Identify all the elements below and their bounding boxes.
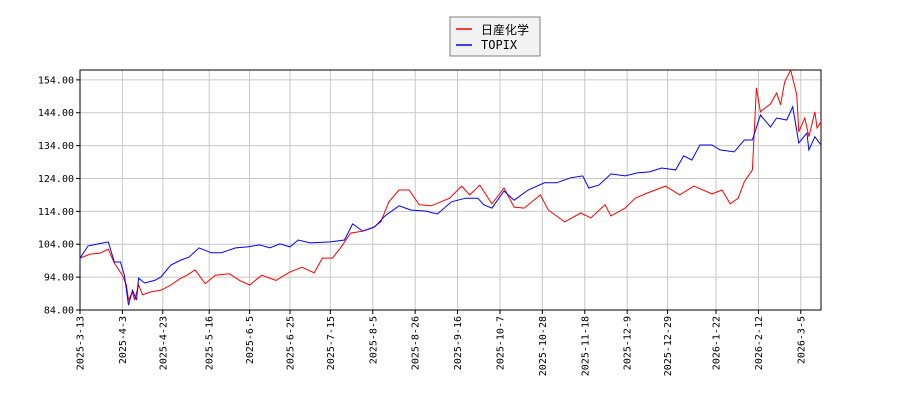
- x-tick-label: 2025-8-26: [411, 316, 422, 370]
- x-tick-label: 2025-6-5: [245, 316, 256, 364]
- x-axis: 2025-3-13 2025-4-3 2025-4-23 2025-5-16 2025-…: [76, 310, 807, 376]
- x-tick-label: 2026-2-12: [754, 316, 765, 370]
- legend-box: [449, 16, 541, 57]
- x-tick-label: 2025-8-5: [368, 316, 379, 364]
- grid: [79, 70, 821, 311]
- y-tick-label: 114.00: [38, 207, 74, 218]
- y-axis: 84.00 94.00 104.00 114.00 124.00 134.00 144.00…: [38, 75, 80, 317]
- x-tick-label: 2025-12-29: [663, 316, 674, 376]
- x-tick-label: 2025-5-16: [205, 316, 216, 370]
- x-tick-label: 2025-4-23: [158, 316, 169, 370]
- series-lines: [79, 68, 822, 306]
- y-tick-label: 84.00: [44, 306, 74, 317]
- x-tick-label: 2025-6-25: [285, 316, 296, 370]
- x-tick-label: 2025-3-13: [76, 316, 87, 370]
- series-line-0: [79, 68, 822, 302]
- plot-frame: [79, 69, 822, 311]
- legend-label-1: TOPIX: [481, 38, 518, 52]
- y-tick-label: 124.00: [38, 174, 74, 185]
- x-tick-label: 2025-9-16: [453, 316, 464, 370]
- x-tick-label: 2025-10-28: [538, 316, 549, 376]
- x-tick-label: 2025-7-15: [326, 316, 337, 370]
- legend-label-0: 日産化学: [481, 22, 529, 37]
- y-tick-label: 134.00: [38, 141, 74, 152]
- x-tick-label: 2025-11-18: [580, 316, 591, 376]
- legend: 日産化学 TOPIX: [449, 16, 541, 57]
- y-tick-label: 94.00: [44, 273, 74, 284]
- y-tick-label: 154.00: [38, 75, 74, 86]
- y-tick-label: 104.00: [38, 240, 74, 251]
- x-tick-label: 2026-1-22: [712, 316, 723, 370]
- x-tick-label: 2026-3-5: [796, 316, 807, 364]
- x-tick-label: 2025-10-7: [495, 316, 506, 370]
- x-tick-label: 2025-12-9: [623, 316, 634, 370]
- series-line-1: [79, 105, 822, 306]
- x-tick-label: 2025-4-3: [118, 316, 129, 364]
- y-tick-label: 144.00: [38, 108, 74, 119]
